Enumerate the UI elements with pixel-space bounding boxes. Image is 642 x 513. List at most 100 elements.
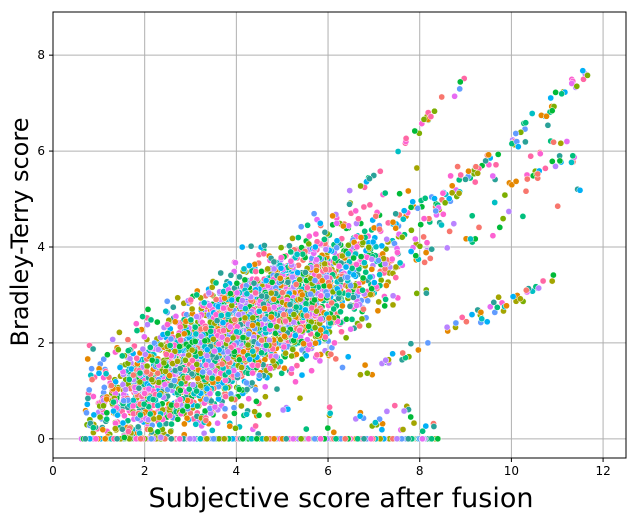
scatter-point — [251, 260, 259, 268]
scatter-point — [548, 277, 556, 285]
scatter-point — [350, 294, 357, 301]
scatter-point — [330, 428, 338, 436]
scatter-point — [389, 292, 397, 300]
scatter-point — [99, 426, 107, 434]
scatter-point — [399, 349, 407, 357]
scatter-point — [180, 330, 188, 338]
scatter-point — [136, 429, 143, 437]
scatter-point — [422, 249, 430, 256]
x-tick-label: 10 — [504, 464, 519, 478]
scatter-point — [365, 322, 373, 329]
scatter-point — [280, 311, 288, 319]
scatter-point — [217, 312, 225, 319]
scatter-point — [573, 82, 581, 90]
scatter-point — [313, 307, 320, 315]
scatter-point — [100, 384, 108, 391]
scatter-point — [137, 435, 144, 443]
scatter-point — [357, 253, 365, 260]
scatter-point — [569, 152, 577, 160]
scatter-point — [83, 400, 91, 408]
scatter-point — [396, 259, 404, 267]
scatter-point — [321, 260, 329, 268]
scatter-point — [354, 435, 361, 443]
scatter-point — [361, 259, 368, 267]
scatter-point — [289, 273, 296, 281]
scatter-point — [153, 318, 161, 326]
scatter-point — [378, 242, 386, 250]
scatter-point — [499, 215, 507, 222]
scatter-point — [454, 163, 461, 170]
scatter-point — [114, 411, 121, 419]
scatter-point — [347, 282, 355, 290]
scatter-point — [468, 311, 476, 318]
scatter-point — [262, 342, 270, 349]
scatter-point — [296, 276, 304, 284]
scatter-point — [477, 308, 485, 316]
scatter-point — [353, 302, 360, 309]
scatter-point — [305, 232, 313, 240]
scatter-point — [356, 322, 363, 330]
scatter-point — [268, 278, 276, 286]
scatter-point — [222, 393, 229, 400]
scatter-point — [208, 362, 216, 369]
scatter-point — [372, 419, 379, 426]
scatter-point — [187, 296, 195, 304]
scatter-point — [258, 292, 266, 300]
scatter-point — [85, 386, 93, 394]
scatter-point — [467, 235, 474, 243]
scatter-point — [113, 435, 121, 443]
scatter-point — [281, 332, 288, 340]
scatter-point — [240, 348, 247, 356]
scatter-point — [298, 371, 306, 379]
scatter-point — [398, 233, 406, 241]
x-axis: 0 2 4 6 8 10 12 — [49, 458, 611, 478]
scatter-point — [100, 355, 108, 363]
scatter-point — [228, 395, 235, 403]
scatter-point — [188, 346, 196, 354]
scatter-point — [350, 254, 357, 262]
scatter-point — [534, 170, 542, 178]
scatter-point — [118, 352, 126, 360]
scatter-point — [255, 308, 263, 315]
scatter-point — [145, 385, 153, 393]
scatter-point — [254, 362, 262, 369]
scatter-point — [273, 385, 281, 393]
scatter-point — [246, 355, 254, 363]
scatter-point — [149, 396, 157, 403]
scatter-point — [224, 348, 232, 356]
scatter-point — [332, 435, 340, 443]
scatter-point — [568, 80, 576, 87]
scatter-point — [288, 352, 296, 360]
scatter-point — [157, 434, 165, 441]
scatter-point — [270, 435, 278, 443]
scatter-point — [420, 233, 427, 241]
scatter-point — [299, 250, 307, 258]
scatter-point — [522, 119, 530, 127]
scatter-point — [375, 257, 382, 264]
scatter-point — [140, 333, 148, 341]
scatter-point — [302, 425, 310, 433]
scatter-point — [374, 307, 382, 315]
scatter-point — [503, 302, 510, 310]
scatter-point — [416, 242, 424, 250]
scatter-point — [245, 330, 253, 338]
scatter-point — [421, 259, 428, 266]
scatter-point — [294, 234, 302, 241]
scatter-point — [316, 357, 324, 365]
scatter-point — [421, 194, 429, 202]
scatter-point — [264, 265, 272, 273]
scatter-point — [338, 328, 345, 336]
scatter-point — [413, 164, 421, 172]
scatter-point — [366, 201, 374, 209]
scatter-point — [143, 362, 151, 370]
scatter-point — [156, 391, 163, 399]
scatter-point — [318, 277, 326, 285]
scatter-point — [187, 316, 195, 324]
scatter-point — [297, 435, 305, 443]
scatter-point — [366, 273, 374, 281]
scatter-point — [316, 219, 324, 227]
data-points — [78, 67, 591, 443]
scatter-point — [171, 318, 179, 326]
scatter-point — [407, 203, 415, 211]
scatter-point — [563, 138, 571, 145]
